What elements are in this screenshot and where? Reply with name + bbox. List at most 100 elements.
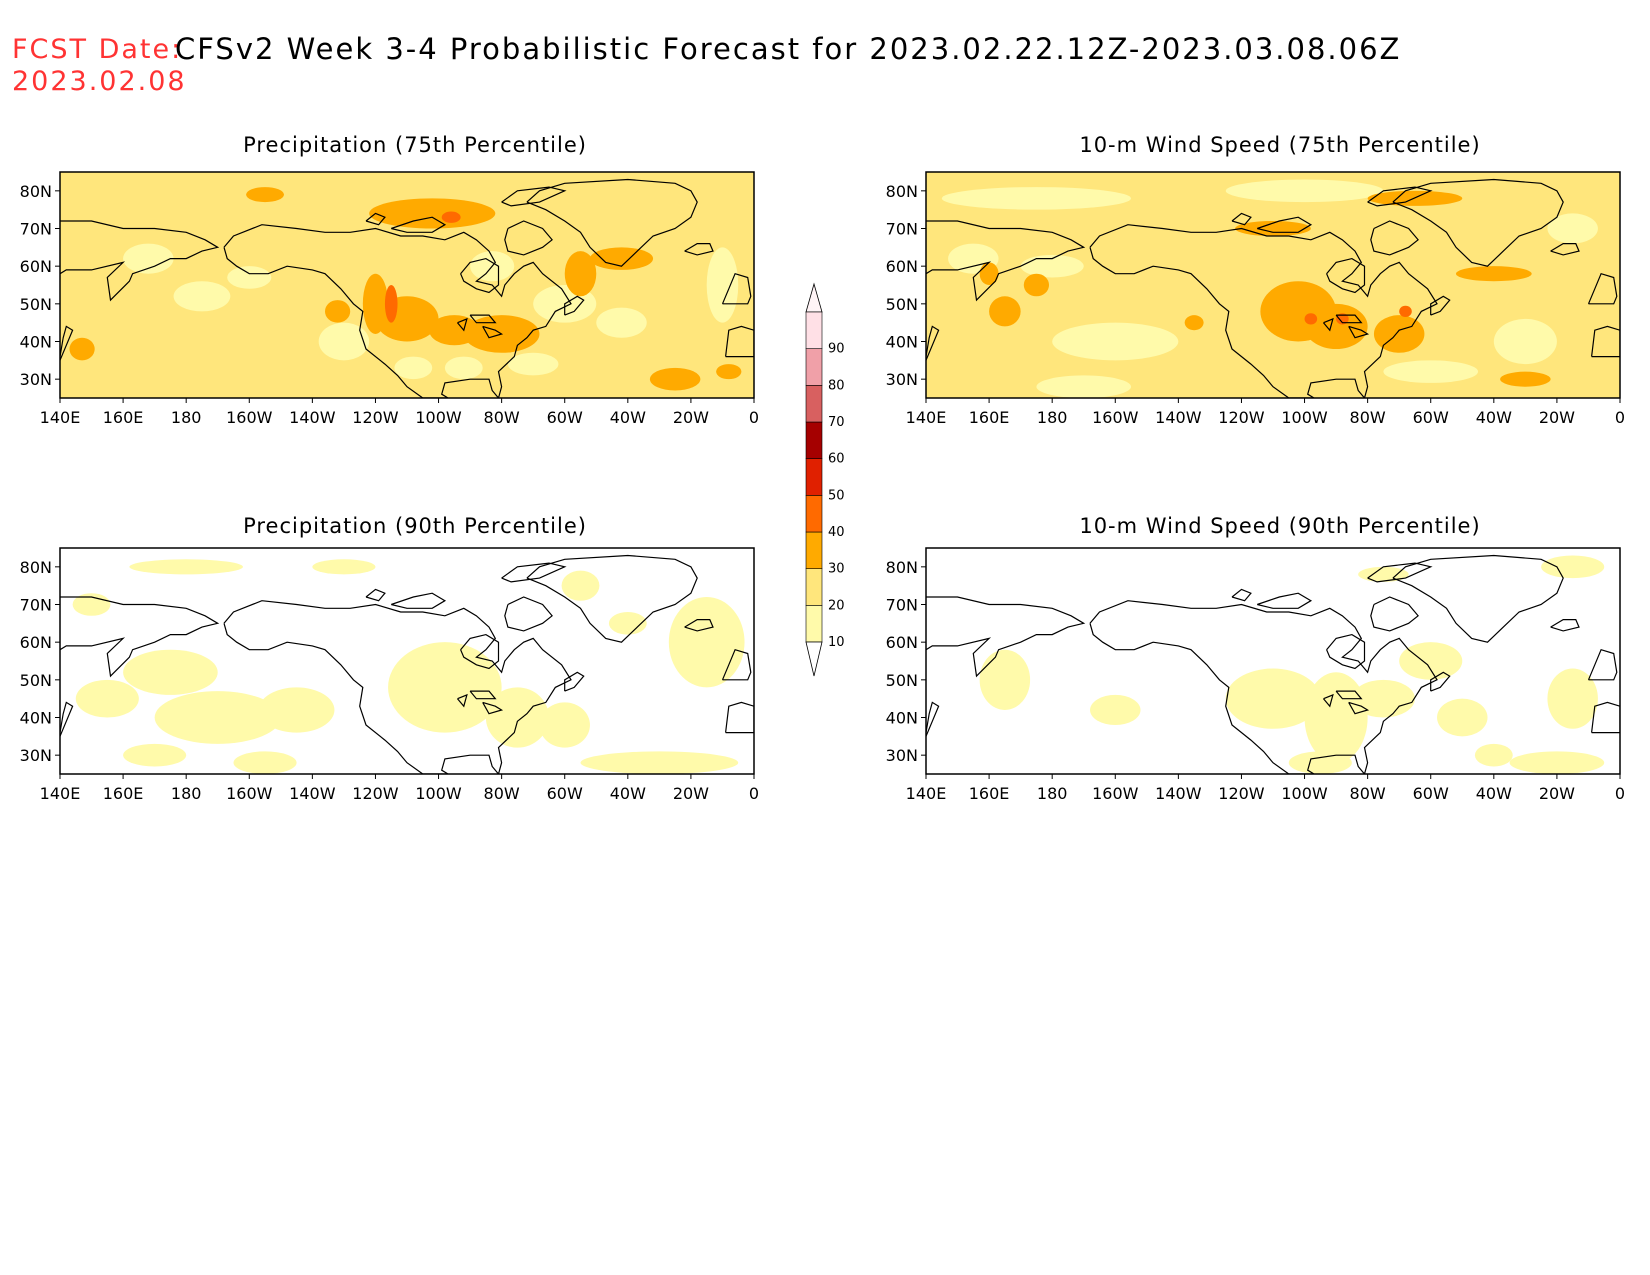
- lon-tick-label: 140W: [289, 784, 336, 803]
- lon-tick-label: 0: [749, 408, 759, 427]
- lon-tick-label: 80W: [1350, 408, 1386, 427]
- colorbar-legend: 10 20 30 40 50 60 70 80 90: [805, 282, 845, 677]
- lat-tick-label: 70N: [886, 596, 918, 615]
- lon-tick-label: 20W: [673, 408, 709, 427]
- colorbar-level-label: 60: [828, 452, 845, 467]
- lon-tick-label: 140E: [906, 408, 947, 427]
- lon-tick-label: 80W: [484, 784, 520, 803]
- colorbar-swatch: [805, 458, 823, 496]
- lat-tick-label: 60N: [20, 257, 52, 276]
- fcst-date-label: FCST Date:: [12, 34, 183, 65]
- lat-tick-label: 80N: [20, 182, 52, 201]
- colorbar-swatch: [805, 311, 823, 349]
- lon-tick-label: 120W: [1218, 784, 1265, 803]
- lon-tick-label: 140W: [1155, 784, 1202, 803]
- lat-tick-label: 70N: [886, 220, 918, 239]
- lat-tick-label: 40N: [20, 333, 52, 352]
- lat-tick-label: 60N: [886, 257, 918, 276]
- map-shading: [926, 548, 1620, 774]
- lat-tick-label: 70N: [20, 220, 52, 239]
- lon-tick-label: 140W: [1155, 408, 1202, 427]
- lat-tick-label: 70N: [20, 596, 52, 615]
- map-frame: [925, 171, 1621, 399]
- lon-tick-label: 100W: [415, 784, 462, 803]
- lat-tick-label: 60N: [20, 633, 52, 652]
- map-shading: [60, 172, 754, 398]
- colorbar-level-label: 30: [828, 562, 845, 577]
- map-wind-75: 140E 160E 180 160W 140W 120W 100W 80W 60W 40W 20W 0…: [886, 171, 1625, 427]
- lon-tick-label: 140E: [906, 784, 947, 803]
- panel-title-wind-90: 10-m Wind Speed (90th Percentile): [1079, 514, 1481, 538]
- colorbar-level-label: 10: [828, 635, 845, 650]
- lat-tick-label: 80N: [886, 558, 918, 577]
- lon-tick-label: 0: [1615, 784, 1625, 803]
- lon-tick-label: 40W: [1476, 408, 1512, 427]
- lat-tick-label: 30N: [886, 370, 918, 389]
- lon-tick-label: 160E: [969, 408, 1010, 427]
- lon-tick-label: 60W: [547, 408, 583, 427]
- lon-tick-label: 100W: [1281, 784, 1328, 803]
- coastlines: [60, 178, 754, 398]
- colorbar-level-label: 40: [828, 525, 845, 540]
- colorbar-level-label: 50: [828, 488, 845, 503]
- colorbar-level-label: 90: [828, 342, 845, 357]
- map-precip-75: 140E 160E 180 160W 140W 120W 100W 80W 60W 40W 20W 0…: [20, 171, 759, 427]
- lat-tick-label: 80N: [20, 558, 52, 577]
- lon-tick-label: 40W: [610, 408, 646, 427]
- lon-tick-label: 80W: [1350, 784, 1386, 803]
- lon-tick-label: 20W: [1539, 408, 1575, 427]
- lat-tick-label: 50N: [886, 671, 918, 690]
- lon-tick-label: 120W: [352, 784, 399, 803]
- lat-tick-label: 40N: [20, 709, 52, 728]
- panel-title-precip-90: Precipitation (90th Percentile): [243, 514, 587, 538]
- colorbar-level-label: 70: [828, 415, 845, 430]
- map-frame: [59, 171, 755, 399]
- coastlines: [60, 554, 754, 774]
- page-title: CFSv2 Week 3-4 Probabilistic Forecast fo…: [175, 32, 1402, 66]
- lat-tick-label: 30N: [886, 746, 918, 765]
- lon-tick-label: 160W: [226, 408, 273, 427]
- lat-tick-label: 30N: [20, 370, 52, 389]
- map-frame: [59, 547, 755, 775]
- lon-tick-label: 0: [749, 784, 759, 803]
- coastlines: [926, 554, 1620, 774]
- lat-tick-label: 60N: [886, 633, 918, 652]
- lon-tick-label: 140E: [40, 408, 81, 427]
- lon-tick-label: 180: [171, 408, 202, 427]
- colorbar-bottom-arrow: [805, 641, 823, 677]
- lon-tick-label: 20W: [673, 784, 709, 803]
- colorbar-swatch: [805, 495, 823, 533]
- lon-tick-label: 100W: [1281, 408, 1328, 427]
- lon-tick-label: 40W: [610, 784, 646, 803]
- colorbar-swatch: [805, 348, 823, 386]
- lon-tick-label: 160E: [103, 784, 144, 803]
- colorbar-swatch: [805, 385, 823, 423]
- colorbar-swatch: [805, 605, 823, 643]
- map-shading: [926, 172, 1620, 398]
- lon-tick-label: 160W: [226, 784, 273, 803]
- lat-tick-label: 80N: [886, 182, 918, 201]
- lon-tick-label: 120W: [1218, 408, 1265, 427]
- lon-tick-label: 60W: [547, 784, 583, 803]
- lat-tick-label: 50N: [20, 671, 52, 690]
- fcst-date-value: 2023.02.08: [12, 66, 187, 97]
- lon-tick-label: 160W: [1092, 784, 1139, 803]
- colorbar-top-arrow: [805, 282, 823, 313]
- lon-tick-label: 180: [1037, 408, 1068, 427]
- colorbar-swatch: [805, 568, 823, 606]
- lon-tick-label: 120W: [352, 408, 399, 427]
- lat-tick-label: 50N: [886, 295, 918, 314]
- lon-tick-label: 180: [1037, 784, 1068, 803]
- colorbar-swatch: [805, 531, 823, 569]
- lon-tick-label: 0: [1615, 408, 1625, 427]
- coastlines: [926, 178, 1620, 398]
- lat-tick-label: 50N: [20, 295, 52, 314]
- lat-tick-label: 40N: [886, 709, 918, 728]
- lon-tick-label: 160E: [969, 784, 1010, 803]
- lon-tick-label: 80W: [484, 408, 520, 427]
- lon-tick-label: 40W: [1476, 784, 1512, 803]
- colorbar-swatch: [805, 421, 823, 459]
- map-frame: [925, 547, 1621, 775]
- lon-tick-label: 20W: [1539, 784, 1575, 803]
- map-precip-90: 140E 160E 180 160W 140W 120W 100W 80W 60W 40W 20W 0…: [20, 547, 759, 803]
